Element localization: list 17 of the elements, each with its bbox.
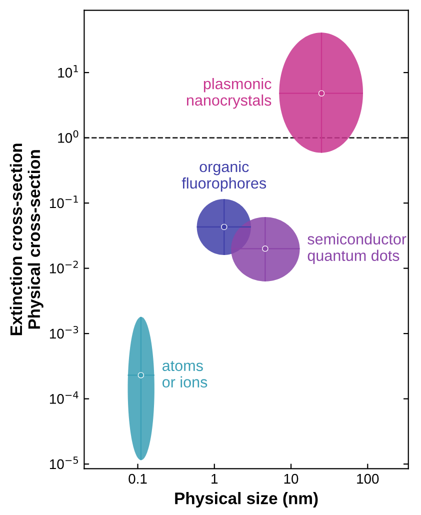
- y-tick-label: 10$^{0}$: [58, 130, 78, 143]
- y-tick-label: 10$^{−4}$: [50, 391, 78, 404]
- x-tick-label: 10: [284, 474, 298, 484]
- x-tick-label: 100: [357, 474, 379, 484]
- y-tick-label: 10$^{−1}$: [50, 196, 78, 208]
- x-tick-label: 1: [212, 474, 218, 484]
- y-tick-label: 10$^{−3}$: [50, 326, 78, 339]
- text: plasmonic nanocrystals: [186, 78, 272, 109]
- y-tick-label: 10$^{−2}$: [50, 260, 78, 274]
- y-tick-label: 10$^{−5}$: [50, 456, 78, 470]
- x-tick-label: 0.1: [128, 474, 147, 484]
- text: semiconductor quantum dots: [308, 233, 406, 264]
- text: organic fluorophores: [182, 160, 266, 192]
- x-axis-title: Physical size (nm): [175, 492, 318, 508]
- y-axis-title: Extinction cross-section Physical cross-section: [10, 144, 44, 336]
- y-tick-label: 10$^{1}$: [58, 65, 78, 78]
- series-label: atoms or ions: [162, 361, 208, 388]
